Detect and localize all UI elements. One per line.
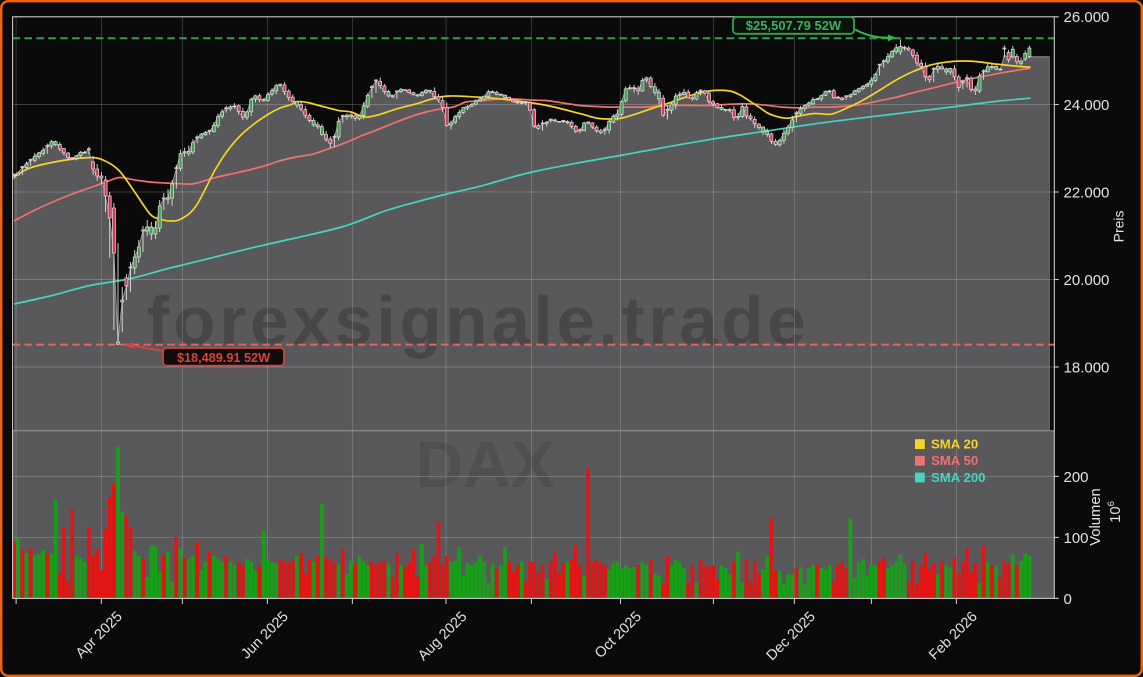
svg-text:$18,489.91 52W: $18,489.91 52W xyxy=(177,351,270,365)
svg-text:26.000: 26.000 xyxy=(1064,9,1110,26)
svg-text:18.000: 18.000 xyxy=(1064,359,1110,376)
svg-text:100: 100 xyxy=(1064,530,1089,547)
svg-text:24.000: 24.000 xyxy=(1064,97,1110,114)
svg-text:SMA 20: SMA 20 xyxy=(931,437,978,452)
svg-text:SMA 50: SMA 50 xyxy=(931,453,978,468)
svg-text:Volumen: Volumen xyxy=(1088,488,1104,546)
svg-text:forexsignale.trade: forexsignale.trade xyxy=(147,283,810,360)
svg-text:200: 200 xyxy=(1064,469,1089,486)
svg-text:Preis: Preis xyxy=(1110,210,1126,242)
svg-text:SMA 200: SMA 200 xyxy=(931,470,985,485)
svg-text:$25,507.79 52W: $25,507.79 52W xyxy=(746,18,842,33)
svg-text:DAX: DAX xyxy=(415,427,554,501)
svg-text:106: 106 xyxy=(1106,501,1124,523)
svg-text:20.000: 20.000 xyxy=(1064,272,1110,289)
svg-text:0: 0 xyxy=(1064,591,1072,608)
svg-text:22.000: 22.000 xyxy=(1064,184,1110,201)
